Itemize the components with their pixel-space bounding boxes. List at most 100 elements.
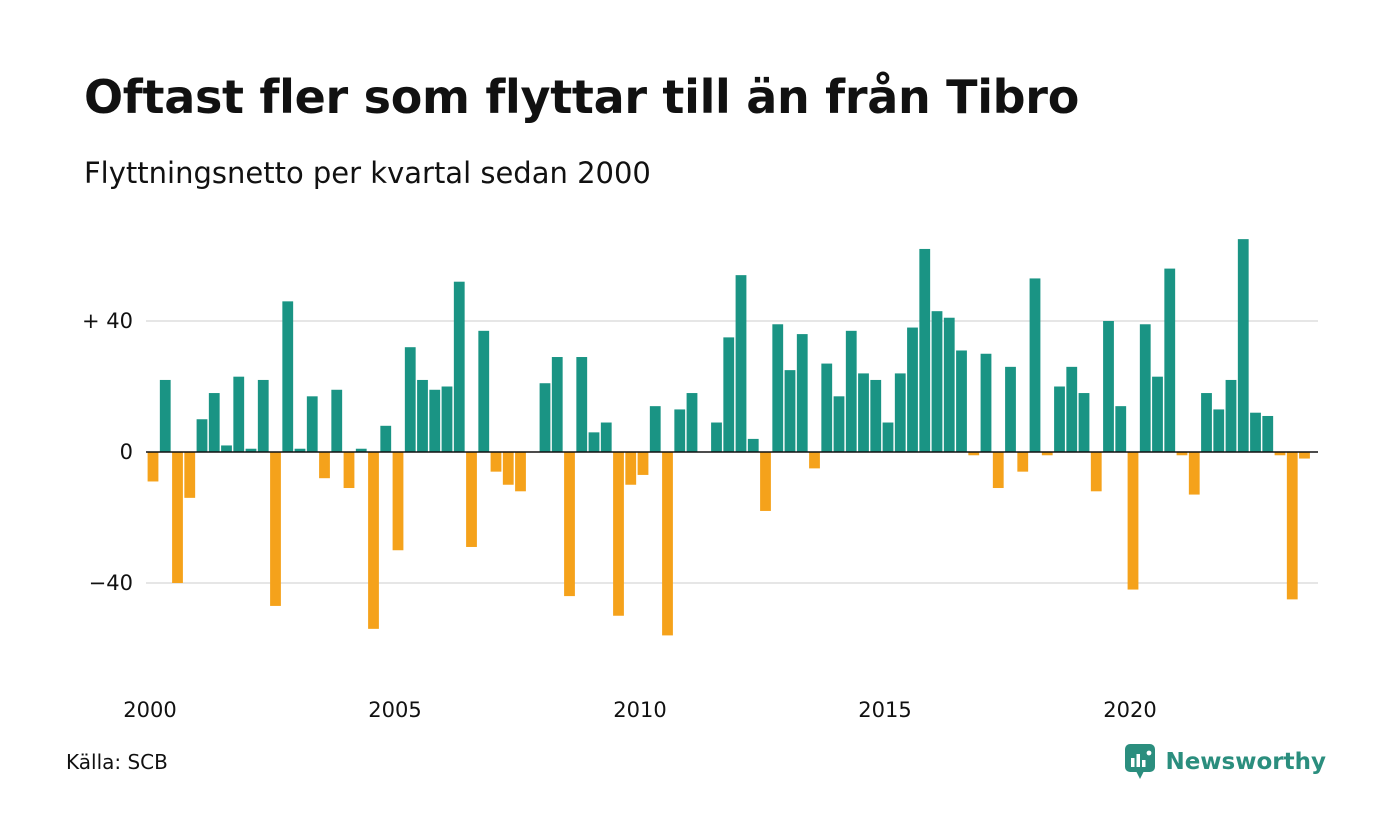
bar [1250, 412, 1261, 452]
chart-subtitle: Flyttningsnetto per kvartal sedan 2000 [84, 156, 651, 190]
brand-logo: Newsworthy [1125, 742, 1326, 782]
bar [1176, 452, 1188, 456]
bars [147, 239, 1310, 636]
bar [245, 448, 257, 452]
bar [625, 452, 637, 485]
bar [221, 445, 232, 452]
x-tick-label: 2020 [1103, 698, 1156, 722]
chart-title: Oftast fler som flyttar till än från Tib… [84, 70, 1079, 124]
bar [821, 363, 833, 452]
y-axis-ticks: + 40 0 −40 [82, 309, 133, 595]
bar [1201, 393, 1212, 452]
bar [551, 357, 563, 452]
source-note: Källa: SCB [66, 750, 168, 774]
bar [576, 357, 588, 452]
bar [1054, 386, 1065, 452]
bar [1029, 278, 1041, 452]
bar [490, 452, 502, 472]
bar [833, 396, 845, 452]
bar [1005, 366, 1016, 452]
bar [931, 311, 943, 452]
bar [723, 337, 735, 453]
bar [588, 432, 600, 452]
bar [1017, 452, 1029, 472]
gridlines [146, 320, 1318, 584]
bar [772, 324, 784, 452]
bar [172, 452, 183, 583]
bar [1152, 376, 1163, 453]
bar [1164, 268, 1176, 452]
bar [539, 383, 551, 452]
bar [784, 370, 796, 453]
bar [502, 452, 514, 485]
bar [392, 452, 404, 551]
bar [858, 373, 869, 452]
bar [196, 419, 208, 452]
bar [404, 347, 416, 452]
bar [515, 452, 526, 492]
bar [343, 452, 355, 489]
bar [943, 317, 955, 453]
bar [1213, 409, 1225, 452]
bar [760, 452, 771, 511]
bar [355, 448, 367, 452]
y-tick-label: 0 [120, 440, 133, 464]
bar [686, 393, 698, 452]
y-tick-label: + 40 [82, 309, 133, 333]
bar [674, 409, 686, 452]
bar [894, 373, 906, 452]
bar [1078, 393, 1090, 452]
brand-name: Newsworthy [1165, 749, 1326, 775]
bar [159, 379, 171, 452]
bar [478, 330, 490, 452]
bar [270, 452, 281, 606]
bar [796, 334, 808, 452]
y-tick-label: −40 [89, 571, 133, 595]
bar [662, 452, 673, 636]
bar [331, 389, 343, 452]
x-tick-label: 2005 [368, 698, 421, 722]
bar [1286, 452, 1298, 600]
bar [845, 330, 857, 452]
bar [882, 422, 894, 452]
newsworthy-logo-icon [1125, 744, 1156, 779]
bar [1103, 321, 1114, 452]
bar [1066, 366, 1078, 452]
bar [968, 452, 980, 456]
bar [907, 327, 918, 452]
x-tick-label: 2015 [858, 698, 911, 722]
bar [233, 376, 245, 453]
bar [208, 393, 220, 452]
bar [1090, 452, 1102, 492]
bar [1115, 406, 1127, 452]
bar [1041, 452, 1053, 456]
bar [429, 389, 441, 452]
bar [1299, 452, 1310, 459]
bar [809, 452, 820, 469]
bar [441, 386, 453, 452]
bar [282, 301, 294, 452]
bar [257, 379, 269, 452]
bar [919, 248, 931, 452]
bar [637, 452, 649, 475]
bar [1274, 452, 1286, 456]
bar [1139, 324, 1151, 452]
bar [1262, 415, 1274, 452]
bar [319, 452, 330, 479]
x-tick-label: 2000 [123, 698, 176, 722]
bar [453, 281, 465, 452]
bar [1237, 239, 1249, 453]
bar [1127, 452, 1139, 590]
x-tick-label: 2010 [613, 698, 666, 722]
bar [380, 425, 392, 452]
bar [747, 438, 759, 452]
bar [294, 448, 306, 452]
bar [564, 452, 575, 597]
bar [649, 406, 661, 452]
bar [992, 452, 1004, 489]
bar [1188, 452, 1200, 495]
bar [956, 350, 967, 452]
bar [368, 452, 379, 629]
bar [417, 379, 428, 452]
